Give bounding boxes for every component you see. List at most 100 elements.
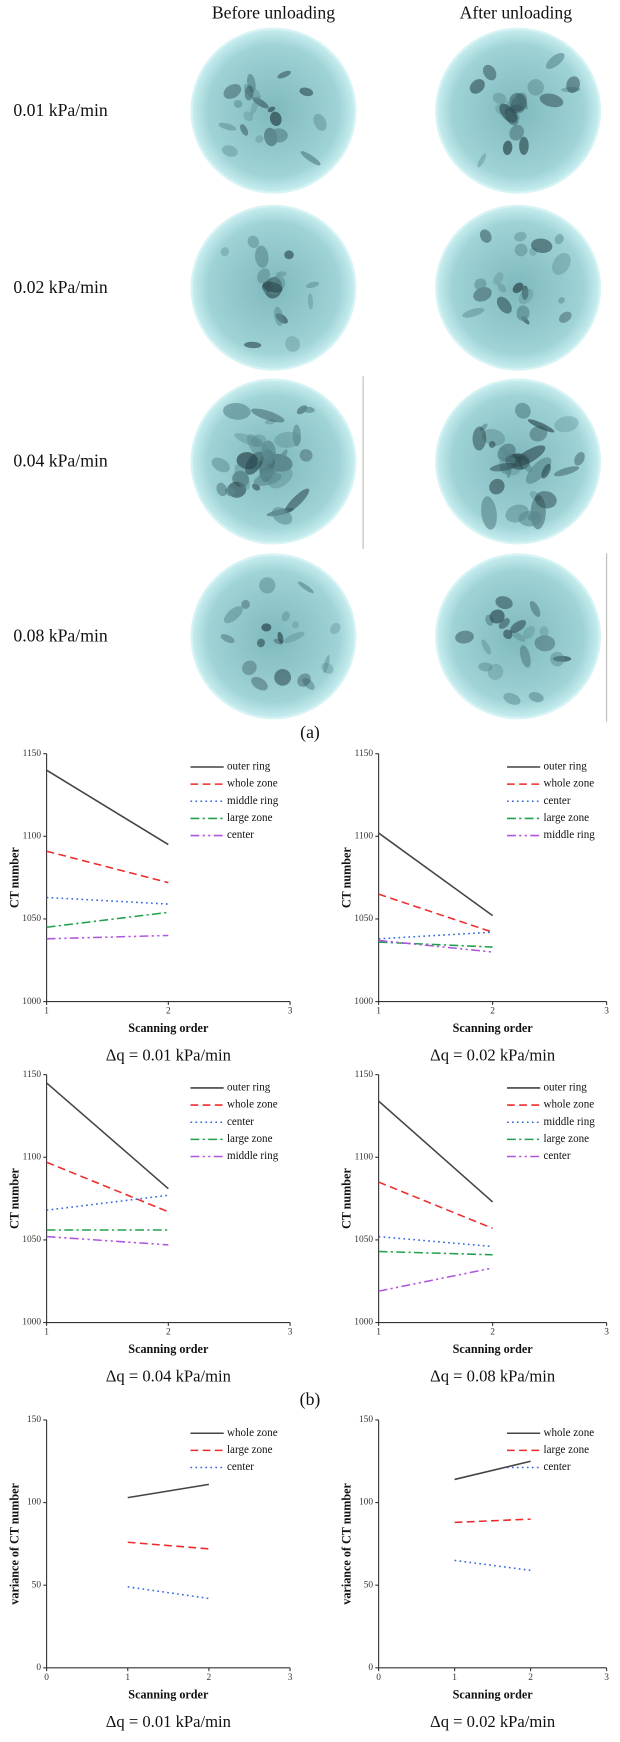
ct-texture xyxy=(505,504,529,523)
ct-texture xyxy=(523,626,536,639)
ct-texture xyxy=(299,449,313,462)
ct-texture xyxy=(269,128,288,143)
ct-texture xyxy=(224,487,235,497)
ct-texture xyxy=(321,662,334,674)
y-axis-label: variance of CT number xyxy=(7,1482,21,1604)
y-tick-label: 1000 xyxy=(22,1318,41,1328)
y-tick-label: 1150 xyxy=(355,749,374,759)
x-tick-label: 3 xyxy=(288,1673,293,1683)
ct-texture xyxy=(487,663,504,680)
ct-texture xyxy=(496,296,512,314)
ct-texture xyxy=(292,424,301,447)
column-header: Before unloading xyxy=(212,2,335,22)
ct-texture xyxy=(216,482,228,497)
x-axis-label: Scanning order xyxy=(128,1687,209,1701)
ct-texture xyxy=(234,464,250,490)
ct-texture xyxy=(510,620,527,634)
ct-texture xyxy=(244,341,262,349)
ct-texture xyxy=(220,634,235,644)
y-tick-label: 150 xyxy=(27,1415,41,1425)
ct-texture xyxy=(246,74,256,93)
y-tick-label: 1150 xyxy=(23,1070,42,1080)
ct-texture xyxy=(554,234,564,245)
y-tick-label: 1150 xyxy=(355,1070,374,1080)
ct-texture xyxy=(277,631,284,644)
ct-texture xyxy=(489,478,505,495)
y-tick-label: 1050 xyxy=(22,914,41,924)
legend-label: middle ring xyxy=(544,829,596,841)
x-tick-label: 3 xyxy=(288,1007,293,1017)
y-tick-label: 1100 xyxy=(23,831,42,841)
data-line xyxy=(46,1161,169,1213)
ct-texture xyxy=(221,145,238,157)
ct-texture xyxy=(518,288,534,305)
ct-texture xyxy=(271,449,288,475)
y-tick-label: 100 xyxy=(359,1498,373,1508)
legend-label: middle ring xyxy=(227,795,279,807)
data-line xyxy=(378,1267,493,1292)
ct-texture xyxy=(251,408,285,423)
data-line xyxy=(378,941,493,948)
ct-texture xyxy=(261,440,276,462)
ct-texture xyxy=(552,252,571,275)
panel-label: (a) xyxy=(300,722,320,742)
ct-texture xyxy=(482,64,497,81)
legend-label: whole zone xyxy=(227,1099,278,1111)
x-tick-label: 2 xyxy=(528,1673,533,1683)
ct-texture xyxy=(489,462,517,472)
y-tick-label: 150 xyxy=(359,1415,373,1425)
ct-texture xyxy=(473,287,492,302)
legend-label: large zone xyxy=(227,812,273,824)
panel-label: (b) xyxy=(300,1389,321,1409)
ct-texture xyxy=(472,426,487,451)
legend-label: center xyxy=(544,795,571,807)
ct-texture xyxy=(274,306,284,326)
ct-texture xyxy=(554,416,579,433)
data-line xyxy=(378,1235,493,1248)
x-axis-label: Scanning order xyxy=(453,1342,534,1356)
row-label: 0.01 kPa/min xyxy=(13,100,107,120)
ct-texture xyxy=(256,638,266,648)
data-line xyxy=(46,1235,169,1246)
caption: Δq = 0.04 kPa/min xyxy=(106,1367,232,1386)
y-axis-label: CT number xyxy=(7,847,21,909)
legend-label: large zone xyxy=(544,1444,590,1456)
ct-texture xyxy=(211,457,230,473)
y-tick-label: 0 xyxy=(368,1663,373,1673)
caption: Δq = 0.01 kPa/min xyxy=(106,1712,232,1731)
ct-texture xyxy=(529,425,548,442)
ct-texture xyxy=(553,466,580,477)
ct-texture xyxy=(512,282,524,294)
ct-texture xyxy=(503,692,521,705)
y-tick-label: 100 xyxy=(27,1498,41,1508)
ct-texture xyxy=(243,83,261,101)
x-tick-label: 2 xyxy=(166,1007,171,1017)
ct-texture xyxy=(299,87,314,97)
y-tick-label: 50 xyxy=(364,1580,374,1590)
ct-texture xyxy=(509,124,524,141)
y-axis-label: CT number xyxy=(7,1168,21,1230)
ct-texture xyxy=(271,507,293,525)
ct-texture xyxy=(531,238,553,254)
ct-texture xyxy=(516,93,528,110)
data-line xyxy=(46,934,169,940)
data-line xyxy=(378,939,493,953)
legend-label: whole zone xyxy=(544,778,595,790)
data-line xyxy=(46,769,169,846)
ct-texture xyxy=(514,445,546,467)
ct-texture xyxy=(495,596,513,610)
ct-texture xyxy=(267,106,276,113)
ct-texture xyxy=(281,611,290,622)
ct-texture xyxy=(251,434,267,447)
row-label: 0.08 kPa/min xyxy=(13,626,107,646)
x-tick-label: 1 xyxy=(44,1328,49,1338)
x-tick-label: 3 xyxy=(288,1328,293,1338)
legend-label: whole zone xyxy=(544,1427,595,1439)
ct-texture xyxy=(539,626,549,638)
ct-texture xyxy=(519,645,531,668)
data-line xyxy=(378,931,493,940)
ct-texture xyxy=(528,692,544,703)
ct-texture xyxy=(274,669,292,686)
ct-texture xyxy=(284,250,294,260)
ct-texture xyxy=(502,140,513,155)
